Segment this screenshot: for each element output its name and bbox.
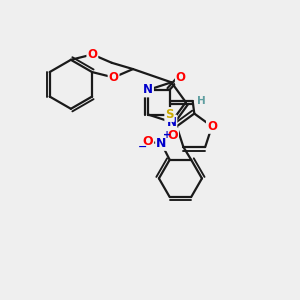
Text: S: S: [165, 108, 174, 121]
Text: O: O: [142, 135, 153, 148]
Text: O: O: [207, 120, 217, 133]
Text: O: O: [167, 128, 178, 142]
Text: O: O: [176, 71, 186, 84]
Text: H: H: [197, 96, 206, 106]
Text: N: N: [156, 137, 166, 150]
Text: N: N: [167, 116, 176, 129]
Text: N: N: [143, 83, 153, 96]
Text: O: O: [109, 71, 118, 84]
Text: O: O: [87, 48, 98, 61]
Text: +: +: [163, 130, 171, 140]
Text: −: −: [138, 142, 147, 152]
